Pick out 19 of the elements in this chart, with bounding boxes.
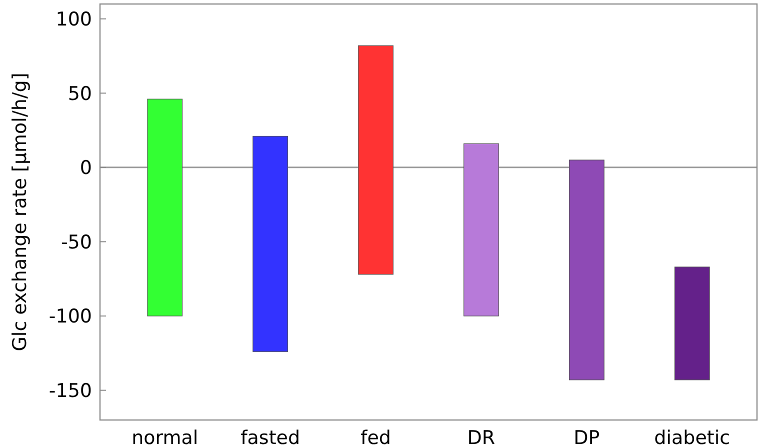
x-tick-label: fasted: [240, 427, 300, 448]
x-tick-label: normal: [132, 427, 198, 448]
y-tick-label: -100: [48, 306, 92, 328]
y-tick-label: 0: [80, 157, 92, 180]
y-tick-label: -150: [48, 380, 92, 402]
y-tick-label: 50: [68, 82, 92, 105]
bar: [358, 45, 394, 275]
x-tick-label: diabetic: [654, 427, 730, 448]
bar: [464, 143, 499, 316]
bar: [147, 98, 183, 316]
bar: [568, 160, 604, 380]
x-tick-label: DR: [467, 427, 496, 448]
y-tick-label: 100: [56, 8, 92, 31]
bar: [252, 136, 288, 352]
y-axis-title: Glc exchange rate [µmol/h/g]: [9, 72, 31, 352]
x-tick-label: fed: [360, 427, 391, 448]
bar: [674, 266, 710, 380]
y-tick-label: -50: [60, 231, 92, 254]
x-tick-label: DP: [574, 427, 600, 448]
